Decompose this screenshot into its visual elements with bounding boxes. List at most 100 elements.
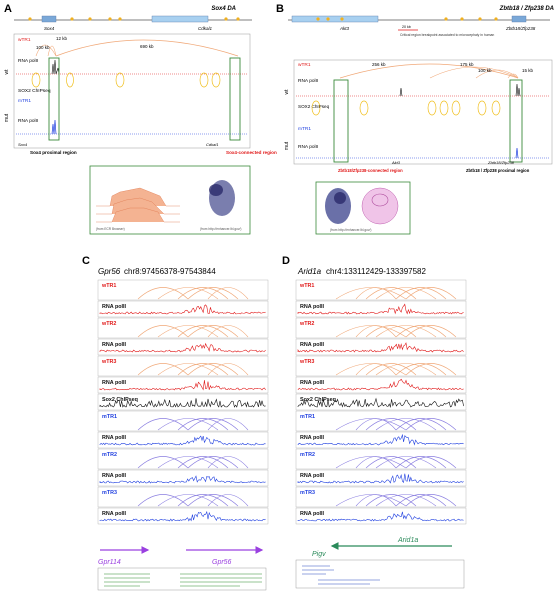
interaction-arc xyxy=(335,287,407,300)
track-label: mTR3 xyxy=(300,490,315,496)
gene-map-markers-b xyxy=(316,17,498,21)
interaction-arc xyxy=(207,418,249,431)
track-frame xyxy=(97,393,269,411)
interaction-arc xyxy=(355,363,397,376)
track-label: mTR3 xyxy=(102,490,117,496)
region-label: Zbtb18/Zfp238-connected region xyxy=(338,168,403,173)
interaction-arc xyxy=(365,287,417,300)
signal-trace xyxy=(297,303,464,315)
akt3-gene-box xyxy=(291,15,379,23)
interaction-arc xyxy=(395,325,447,338)
panel-d-coords: chr4:133112429-133397582 xyxy=(326,267,426,276)
track-frame xyxy=(295,507,467,525)
interaction-arc xyxy=(187,456,239,469)
interaction-arc xyxy=(207,287,249,300)
track-label: RNA polII xyxy=(300,380,325,386)
interaction-arc xyxy=(335,494,407,507)
interaction-arc xyxy=(207,325,249,338)
track-label: wTR1 xyxy=(298,62,311,68)
gene-label-arid1a: Arid1a xyxy=(397,537,418,544)
interaction-arc xyxy=(375,325,437,338)
signal-trace xyxy=(297,397,464,408)
interaction-arc xyxy=(395,287,447,300)
interaction-arc xyxy=(395,363,447,376)
track-label: SOX2 ChIPseq xyxy=(18,88,51,94)
region-label: Sox4-connected region xyxy=(226,150,277,155)
dist-label: 12 kb xyxy=(56,36,68,41)
track-label: RNA polII xyxy=(102,473,127,479)
group-mut-a: mut xyxy=(4,113,10,122)
track-label: RNA polII xyxy=(102,304,127,310)
dist-label: 100 kb xyxy=(478,68,492,73)
gene-label-sox4: Sox4 xyxy=(44,26,55,31)
axis-label: Cdkal1 xyxy=(206,142,218,147)
region-label: Zbtb18 / Zfp238 proximal region xyxy=(466,168,530,173)
track-frame xyxy=(295,410,467,432)
track-frame xyxy=(295,393,467,411)
track-frame xyxy=(295,317,467,339)
interaction-arc xyxy=(375,287,437,300)
interaction-arc xyxy=(405,418,457,431)
track-label: mTR2 xyxy=(102,452,117,458)
source-label: (from ECR Browser) xyxy=(96,227,125,231)
interaction-arc xyxy=(207,494,249,507)
axis-label: Zbtb18/Zfp238 xyxy=(487,160,515,165)
signal-trace xyxy=(99,510,266,522)
interaction-arc xyxy=(177,363,229,376)
group-wt-a: wt xyxy=(4,69,10,75)
interaction-arc xyxy=(365,325,417,338)
interaction-arc xyxy=(375,494,437,507)
track-label: RNA polII xyxy=(298,144,318,150)
signal-trace xyxy=(99,398,266,408)
interaction-arc xyxy=(137,418,189,431)
signal-trace xyxy=(297,342,464,353)
dist-label: 690 kb xyxy=(140,44,154,49)
dist-label: 175 kb xyxy=(460,62,474,67)
interaction-arc xyxy=(137,363,189,376)
interaction-arc xyxy=(355,418,397,431)
interaction-arc xyxy=(177,494,229,507)
interaction-arc xyxy=(187,325,239,338)
interaction-arc xyxy=(177,325,229,338)
interaction-arc xyxy=(157,325,219,338)
panel-d-tracks: wTR1 RNA polII wTR2 RNA polII wTR3 RNA polII S… xyxy=(295,279,467,525)
track-label: RNA polII xyxy=(300,304,325,310)
panel-a: A Sox4 DA Sox4 Cdkal1 wt mut wTR1 12 kb … xyxy=(4,3,277,235)
gene-label-zbtb18: Zbtb18/Zfp238 xyxy=(505,26,536,31)
track-label: wTR3 xyxy=(299,359,314,365)
gene-label-gpr114: Gpr114 xyxy=(98,559,121,566)
source-label: (from http://enhancer.lbl.gov/) xyxy=(200,227,241,231)
interaction-arc xyxy=(355,456,397,469)
track-frame xyxy=(295,279,467,301)
track-label: RNA polII xyxy=(18,58,38,64)
interaction-arc xyxy=(395,418,447,431)
track-frame xyxy=(97,317,269,339)
interaction-arc xyxy=(187,418,239,431)
sox2-peak-ovals-a xyxy=(31,72,221,88)
interaction-arc xyxy=(395,494,447,507)
panel-c-tracks: wTR1 RNA polII wTR2 RNA polII wTR3 RNA polII S… xyxy=(97,279,269,525)
zbtb18-proximal-box xyxy=(509,79,523,163)
panel-d-letter: D xyxy=(282,255,290,267)
signal-trace xyxy=(99,342,266,353)
source-label: (from http://enhancer.lbl.gov/) xyxy=(330,228,371,232)
axis-label: Sox4 xyxy=(18,142,28,147)
track-label: mTR1 xyxy=(18,98,31,104)
track-label: Sox2 ChIPseq xyxy=(300,397,336,403)
group-mut-b: mut xyxy=(284,141,290,150)
interaction-arc xyxy=(177,418,229,431)
sox2-peak-ovals-b xyxy=(311,100,501,116)
panel-b: B Zbtb18 / Zfp238 DA Akt3 Zbtb18/Zfp238 … xyxy=(276,3,554,235)
interaction-arc xyxy=(137,325,189,338)
panel-c: C Gpr56 chr8:97456378-97543844 wTR1 RNA p… xyxy=(82,255,269,591)
track-label: RNA polII xyxy=(102,435,127,441)
panel-d: D Arid1a chr4:133112429-133397582 wTR1 RN… xyxy=(282,255,467,589)
track-frame xyxy=(97,355,269,377)
interaction-arc xyxy=(157,363,219,376)
track-label: Sox2 ChIPseq xyxy=(102,397,138,403)
gene-label-cdkal1: Cdkal1 xyxy=(198,26,213,31)
interaction-arc xyxy=(335,456,407,469)
axis-label: Akt3 xyxy=(391,160,401,165)
signal-trace xyxy=(297,511,464,522)
signal-trace xyxy=(99,435,266,446)
